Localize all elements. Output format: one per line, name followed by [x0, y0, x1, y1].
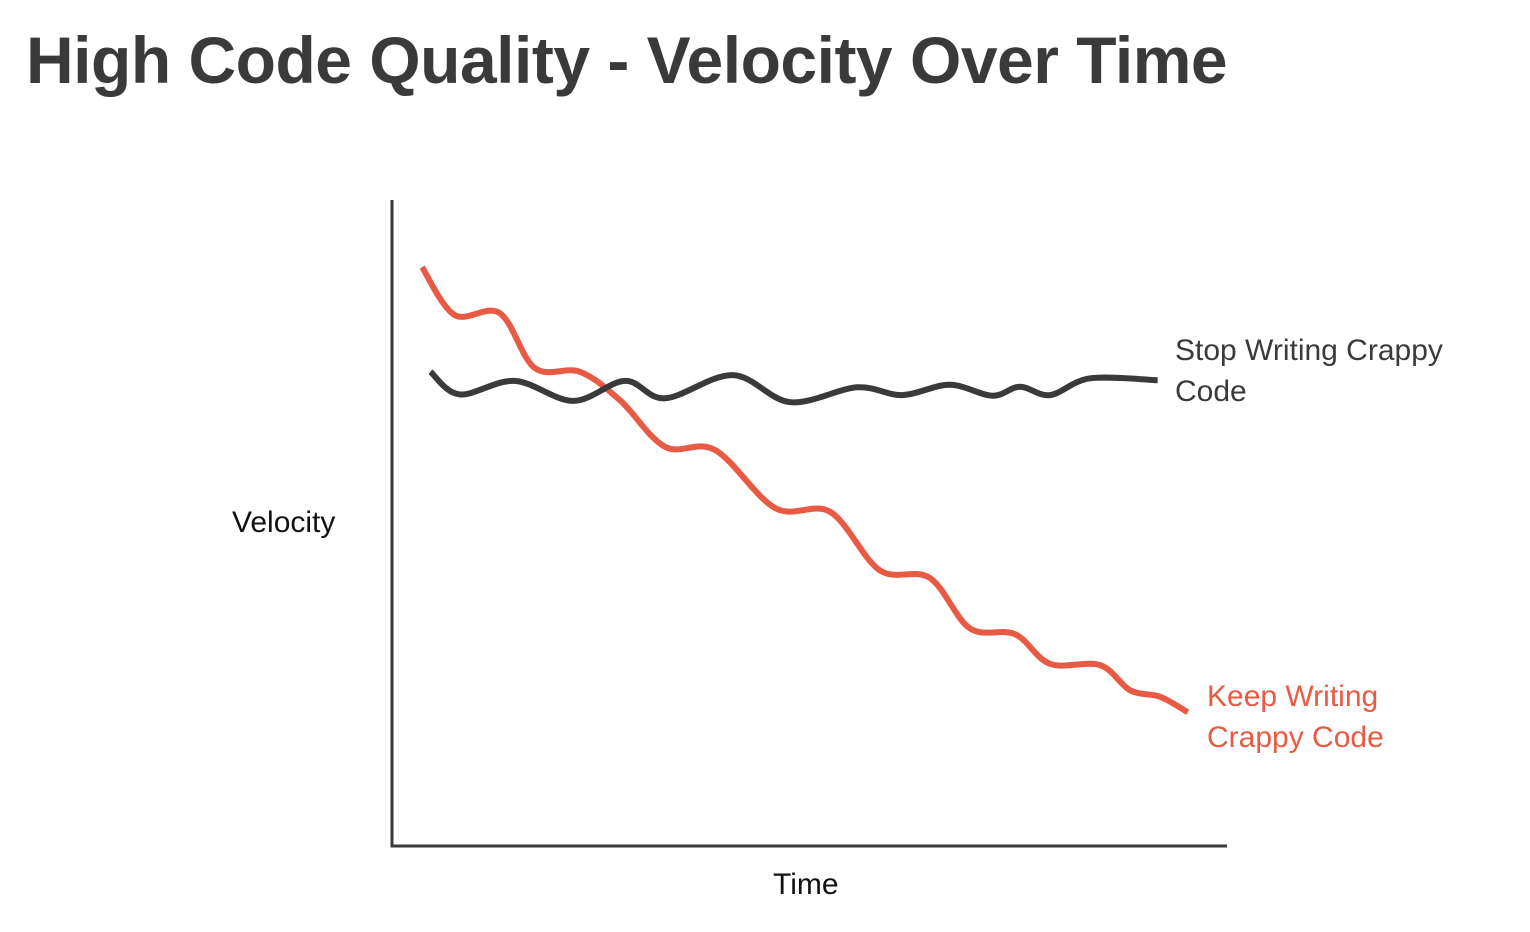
series-label-line: Stop Writing Crappy: [1175, 334, 1443, 367]
series-label-keep-writing: Keep Writing Crappy Code: [1207, 676, 1384, 758]
series-label-line: Code: [1175, 375, 1247, 408]
series-line-keep-writing-crappy-code: [419, 265, 1190, 715]
chart-title: High Code Quality - Velocity Over Time: [26, 23, 1228, 97]
x-axis-label: Time: [773, 868, 839, 901]
series-label-line: Crappy Code: [1207, 721, 1384, 754]
series-label-line: Keep Writing: [1207, 680, 1379, 713]
y-axis-label: Velocity: [232, 506, 336, 539]
series-label-stop-writing: Stop Writing Crappy Code: [1175, 330, 1443, 412]
series-line-stop-writing-crappy-code: [428, 369, 1158, 406]
series-layer: [419, 265, 1190, 715]
